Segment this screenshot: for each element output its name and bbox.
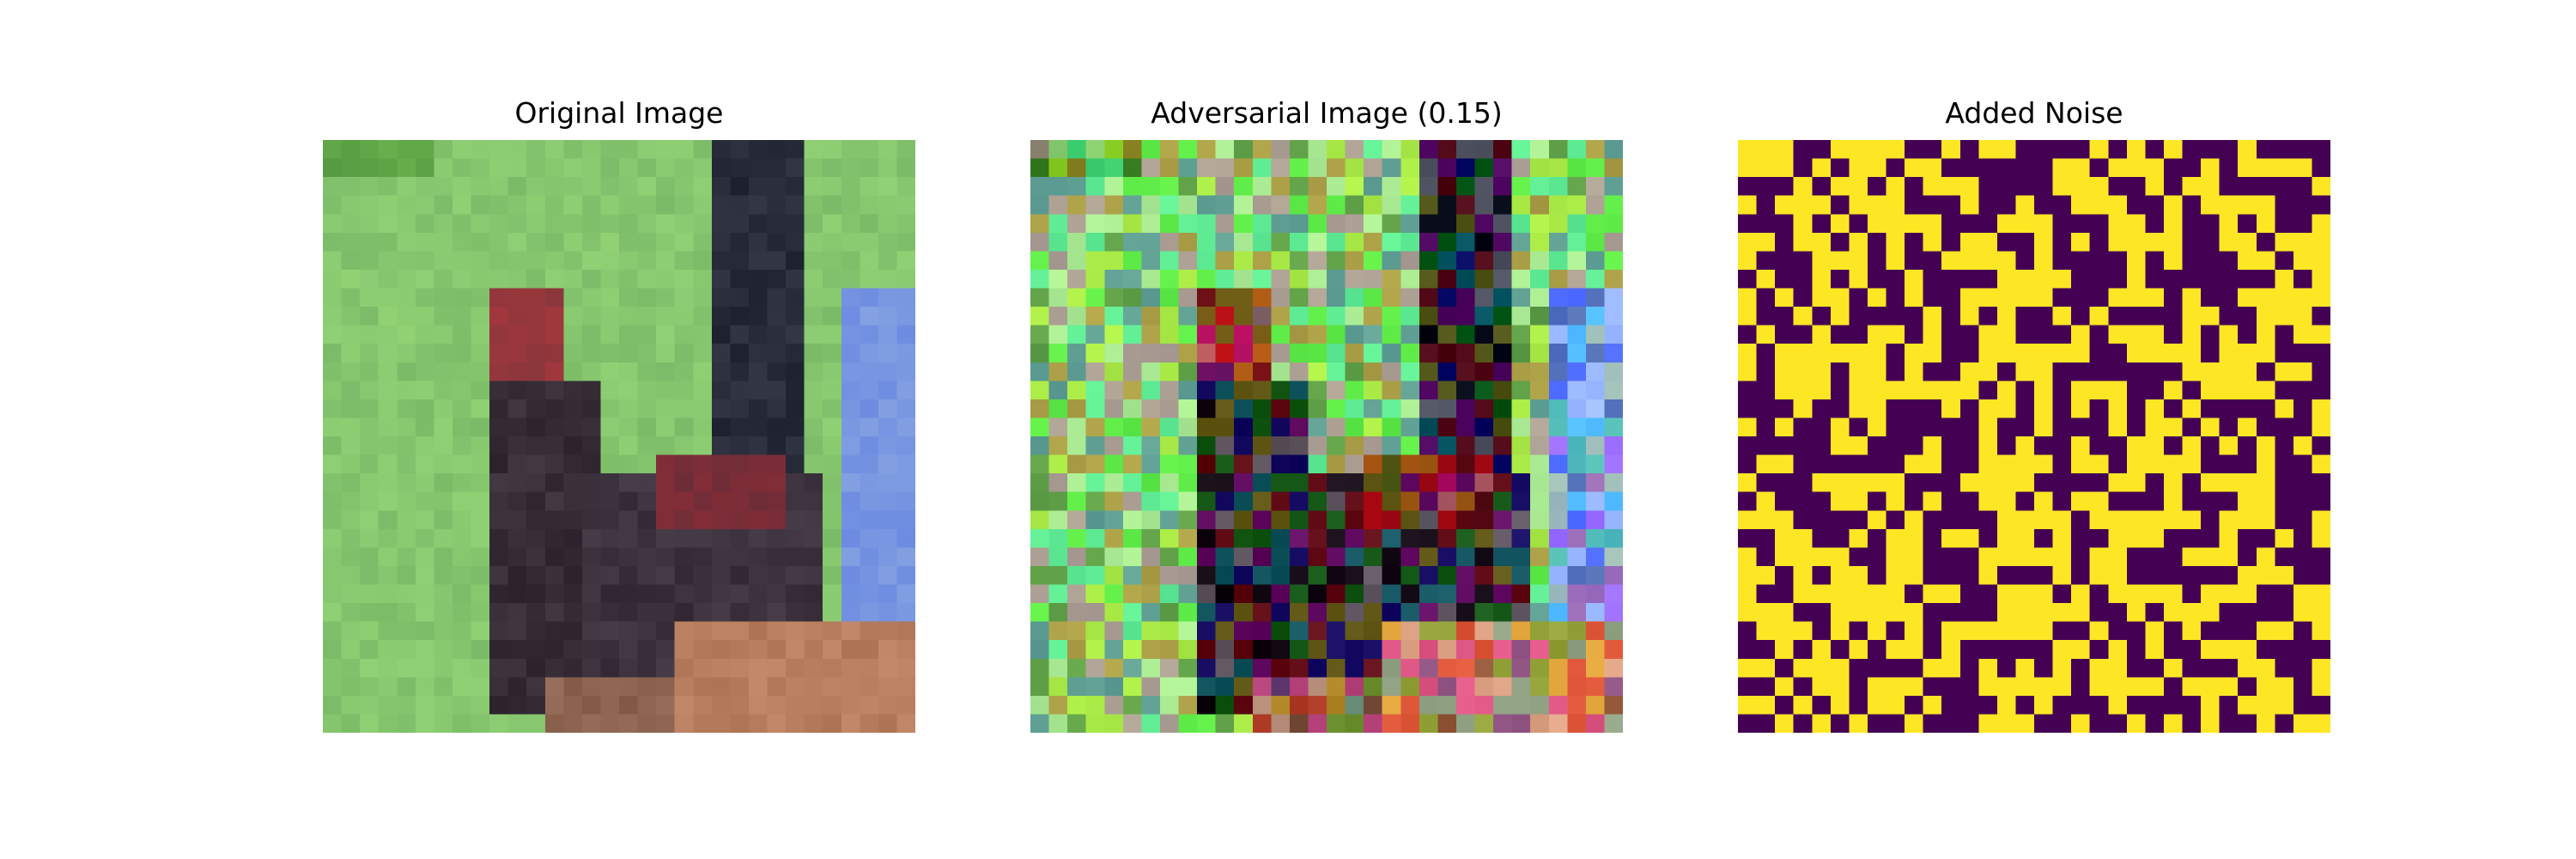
original-image-title: Original Image xyxy=(514,96,724,130)
adversarial-image xyxy=(1030,140,1623,733)
added-noise-title: Added Noise xyxy=(1945,96,2123,130)
added-noise-image xyxy=(1738,140,2330,733)
adversarial-image-title: Adversarial Image (0.15) xyxy=(1151,96,1503,130)
original-image xyxy=(323,140,915,733)
